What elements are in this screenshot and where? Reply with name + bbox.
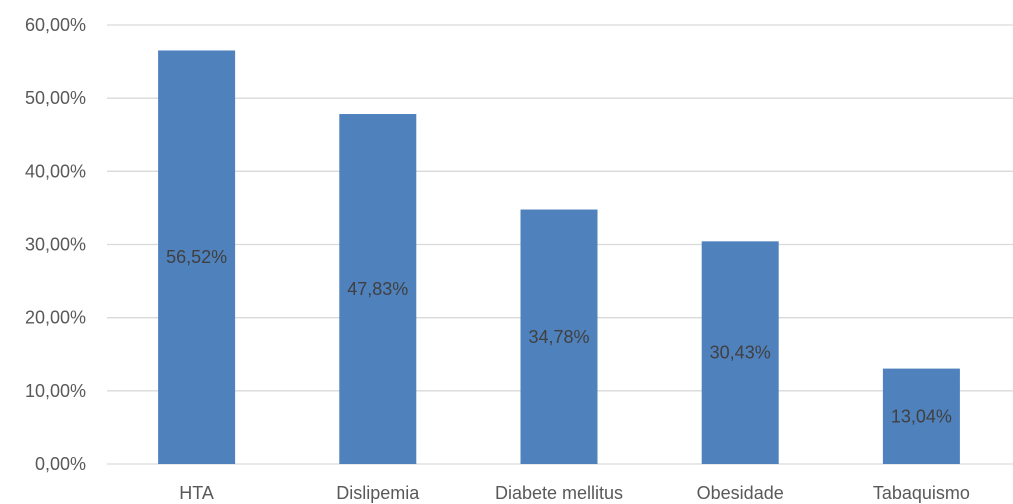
x-tick-label: Obesidade bbox=[697, 483, 784, 503]
data-label: 34,78% bbox=[528, 327, 589, 347]
y-tick-label: 50,00% bbox=[25, 88, 86, 108]
y-tick-label: 20,00% bbox=[25, 308, 86, 328]
y-axis-ticks: 0,00% 10,00% 20,00% 30,00% 40,00% 50,00% 60,00… bbox=[25, 15, 86, 474]
x-tick-label: HTA bbox=[179, 483, 214, 503]
bar-hta bbox=[158, 50, 236, 464]
bar-obesidade bbox=[701, 241, 779, 464]
data-label: 47,83% bbox=[347, 279, 408, 299]
x-tick-label: Tabaquismo bbox=[873, 483, 970, 503]
data-label: 30,43% bbox=[710, 343, 771, 363]
x-tick-label: Diabete mellitus bbox=[495, 483, 623, 503]
bar-diabete-mellitus bbox=[520, 209, 598, 464]
bars bbox=[158, 50, 960, 465]
y-tick-label: 60,00% bbox=[25, 15, 86, 35]
y-tick-label: 0,00% bbox=[35, 454, 86, 474]
y-tick-label: 30,00% bbox=[25, 235, 86, 255]
y-tick-label: 40,00% bbox=[25, 161, 86, 181]
bar-tabaquismo bbox=[882, 368, 960, 464]
y-tick-label: 10,00% bbox=[25, 381, 86, 401]
data-labels: 56,52% 47,83% 34,78% 30,43% 13,04% bbox=[166, 247, 952, 426]
data-label: 13,04% bbox=[891, 406, 952, 426]
x-tick-label: Dislipemia bbox=[336, 483, 420, 503]
bar-dislipemia bbox=[339, 114, 417, 465]
x-axis-labels: HTA Dislipemia Diabete mellitus Obesidade Ta… bbox=[179, 483, 970, 503]
data-label: 56,52% bbox=[166, 247, 227, 267]
